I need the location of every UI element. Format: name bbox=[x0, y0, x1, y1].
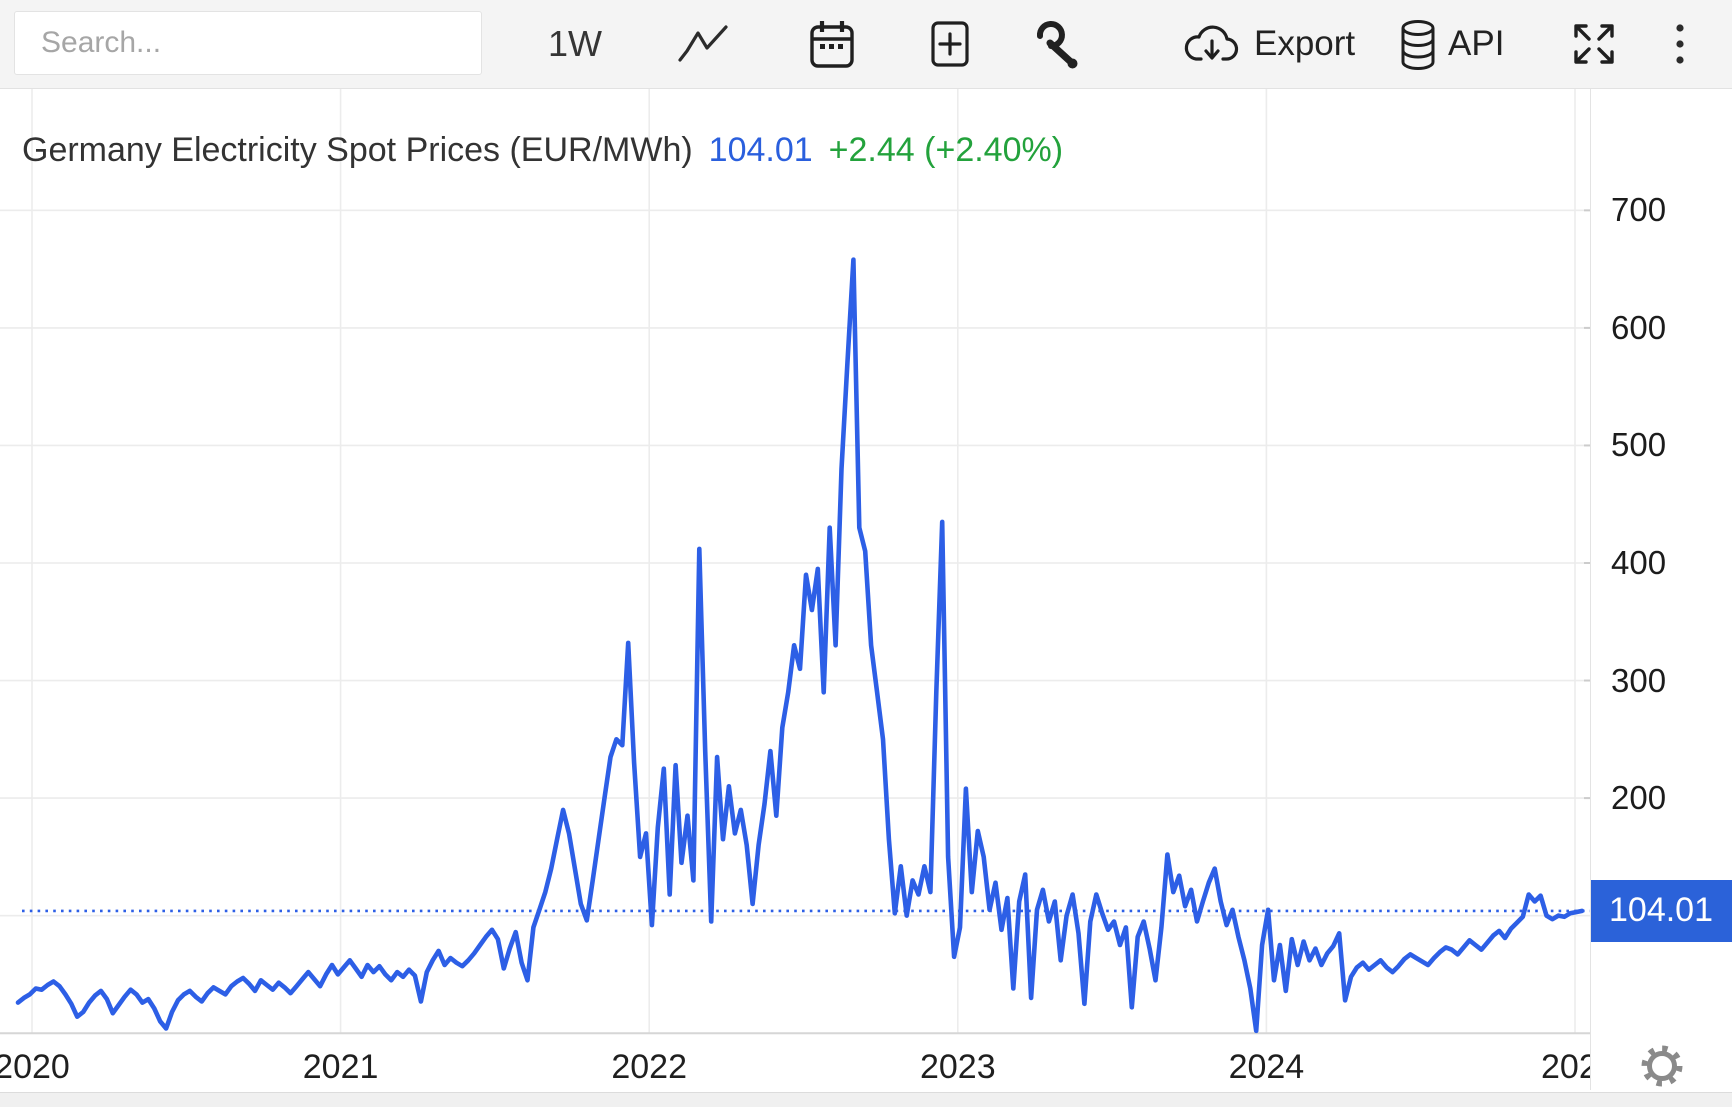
y-tick-label: 600 bbox=[1611, 308, 1667, 346]
price-change: +2.44 (+2.40%) bbox=[828, 131, 1064, 169]
interval-button[interactable]: 1W bbox=[548, 0, 602, 88]
vertical-dots-icon bbox=[1672, 21, 1688, 67]
line-chart-icon bbox=[676, 21, 730, 67]
bottom-scrollbar[interactable] bbox=[0, 1092, 1732, 1107]
search-box[interactable] bbox=[14, 11, 482, 75]
y-axis-panel: 700 600 500 400 300 200 104.01 bbox=[1590, 88, 1732, 1090]
api-label: API bbox=[1448, 24, 1505, 63]
gear-icon bbox=[1640, 1045, 1684, 1092]
x-axis: 2020 2021 2022 2023 2024 202 bbox=[0, 1042, 1590, 1092]
x-tick-label: 2021 bbox=[302, 1048, 379, 1086]
chart-title: Germany Electricity Spot Prices (EUR/MWh… bbox=[22, 131, 693, 169]
fullscreen-button[interactable] bbox=[1570, 0, 1618, 88]
x-tick-label: 2023 bbox=[919, 1048, 996, 1086]
expand-icon bbox=[1570, 20, 1618, 68]
api-button[interactable]: API bbox=[1398, 0, 1504, 88]
search-input[interactable] bbox=[15, 12, 481, 74]
x-tick-label: 2020 bbox=[0, 1048, 70, 1086]
cloud-download-icon bbox=[1180, 20, 1244, 68]
settings-button[interactable] bbox=[1640, 1044, 1684, 1093]
calendar-icon bbox=[808, 18, 856, 70]
last-price-value: 104.01 bbox=[708, 131, 813, 169]
y-tick-label: 500 bbox=[1611, 426, 1667, 464]
x-tick-label: 2024 bbox=[1228, 1048, 1305, 1086]
y-tick-label: 700 bbox=[1611, 191, 1667, 229]
calendar-button[interactable] bbox=[808, 0, 856, 88]
chart-header: Germany Electricity Spot Prices (EUR/MWh… bbox=[22, 131, 1063, 170]
chart-type-button[interactable] bbox=[676, 0, 730, 88]
more-menu-button[interactable] bbox=[1672, 0, 1688, 88]
top-toolbar: 1W bbox=[0, 0, 1732, 89]
plus-square-icon bbox=[928, 19, 972, 69]
x-tick-label: 202 bbox=[1541, 1048, 1590, 1086]
compare-add-button[interactable] bbox=[928, 0, 972, 88]
current-price-text: 104.01 bbox=[1609, 891, 1713, 930]
interval-label: 1W bbox=[548, 23, 602, 64]
y-tick-label: 300 bbox=[1611, 661, 1667, 699]
export-label: Export bbox=[1254, 24, 1356, 63]
y-tick-label: 200 bbox=[1611, 779, 1667, 817]
export-button[interactable]: Export bbox=[1180, 0, 1355, 88]
y-tick-label: 400 bbox=[1611, 543, 1667, 581]
tools-button[interactable] bbox=[1032, 0, 1084, 88]
x-tick-label: 2022 bbox=[611, 1048, 688, 1086]
database-icon bbox=[1398, 18, 1438, 70]
current-price-badge: 104.01 bbox=[1591, 879, 1732, 942]
wrench-icon bbox=[1032, 18, 1084, 70]
